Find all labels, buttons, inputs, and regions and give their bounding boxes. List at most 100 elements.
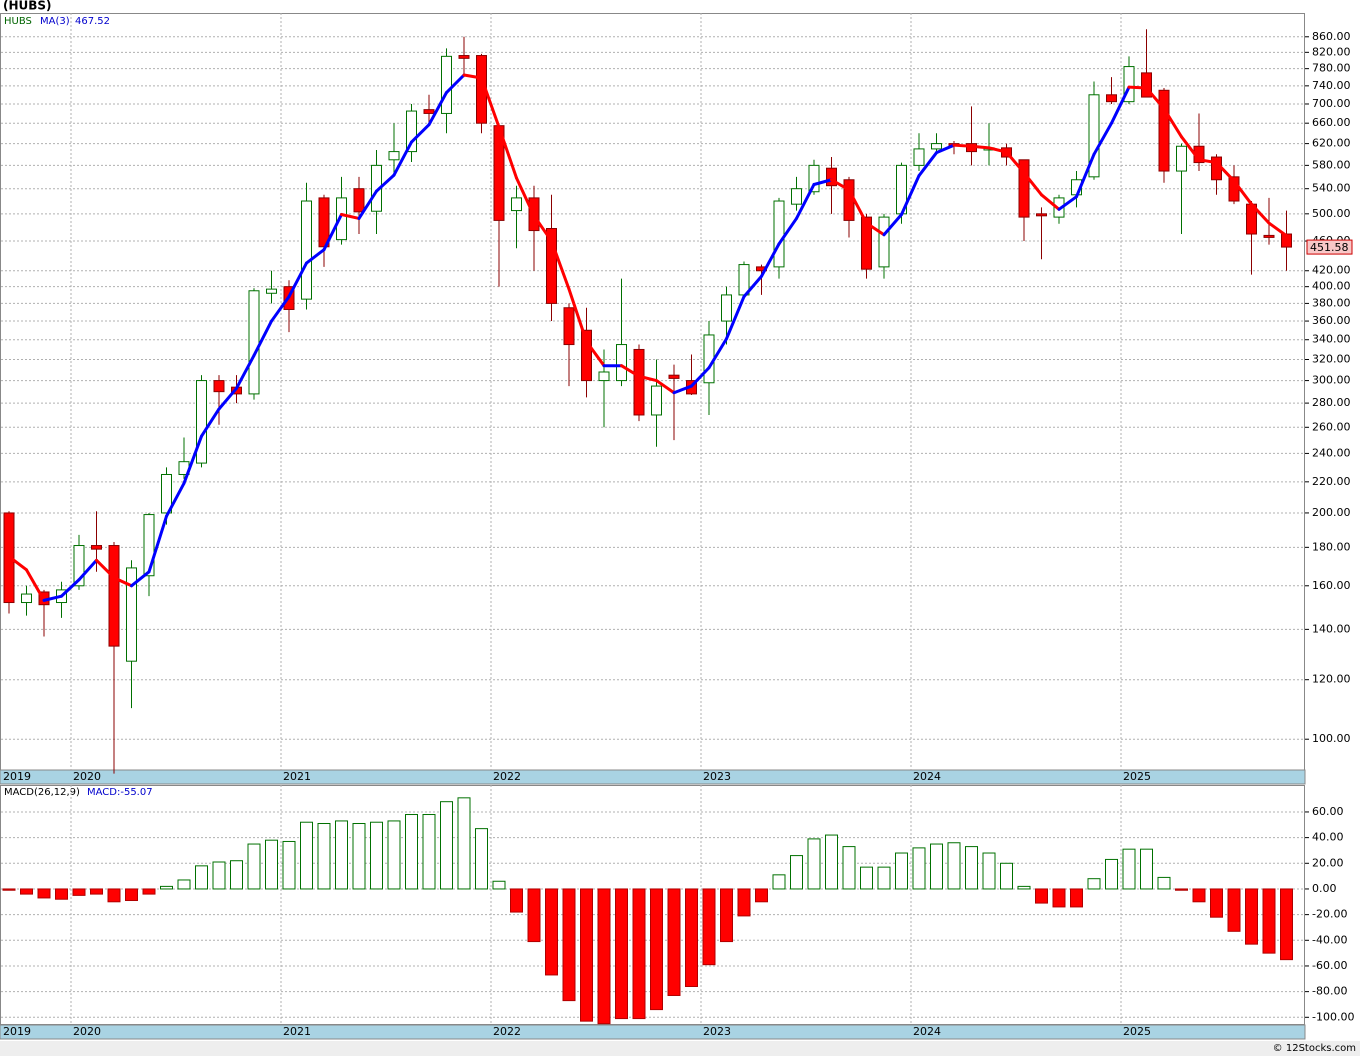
ma-segment (917, 151, 938, 178)
y-tick-label: 240.00 (1312, 446, 1351, 459)
candle-body (126, 567, 137, 662)
candle-body (266, 288, 277, 294)
y-tick-label: 380.00 (1312, 296, 1351, 309)
ma-segment (900, 174, 921, 216)
macd-bar (457, 797, 471, 890)
ma-segment (952, 143, 973, 148)
ma-segment (1197, 158, 1218, 165)
macd-bar (825, 834, 838, 890)
macd-bar (912, 847, 926, 890)
macd-bar (37, 888, 51, 899)
macd-bar (877, 866, 891, 890)
x-tick-label: 2021 (283, 1025, 311, 1038)
macd-bar (317, 823, 331, 890)
ma-segment (42, 594, 63, 602)
candle-body (633, 348, 645, 416)
ma-segment (1162, 107, 1183, 139)
x-tick-label: 2023 (703, 770, 731, 783)
macd-bar (1070, 888, 1083, 908)
macd-bar (930, 843, 943, 890)
macd-bar (807, 838, 821, 890)
symbol-title: (HUBS) (3, 0, 52, 13)
ma-segment (305, 248, 326, 265)
ma-segment (1075, 152, 1096, 199)
macd-bar (1017, 885, 1031, 890)
y-tick-label: -20.00 (1312, 908, 1347, 921)
ma-segment (795, 182, 816, 220)
y-tick-label: 200.00 (1312, 506, 1351, 519)
macd-bar (1157, 876, 1171, 890)
y-tick-label: -100.00 (1312, 1010, 1354, 1023)
macd-bar (615, 888, 628, 1020)
ma-segment (480, 76, 501, 129)
y-tick-label: 40.00 (1312, 831, 1344, 844)
ma-segment (847, 188, 868, 225)
macd-bar (790, 855, 803, 890)
candle-body (1106, 94, 1117, 103)
macd-bar (982, 852, 996, 890)
macd-bar (370, 821, 383, 890)
macd-bar (545, 888, 558, 976)
y-tick-label: 260.00 (1312, 420, 1351, 433)
macd-bar (265, 839, 278, 890)
macd-bar (90, 888, 103, 895)
ma-segment (830, 178, 851, 192)
ma-segment (427, 91, 448, 127)
macd-bar (632, 888, 646, 1020)
ma-segment (655, 379, 676, 395)
x-tick-label: 2025 (1123, 1025, 1151, 1038)
macd-bar (352, 823, 366, 890)
y-tick-label: 340.00 (1312, 333, 1351, 346)
ma-segment (585, 340, 606, 368)
ma-segment (1180, 135, 1201, 162)
y-tick-label: 500.00 (1312, 207, 1351, 220)
ma-segment (147, 514, 168, 574)
ma-segment (25, 568, 46, 602)
x-tick-label: 2021 (283, 770, 311, 783)
y-tick-label: -80.00 (1312, 985, 1347, 998)
candle-body (791, 188, 802, 205)
y-tick-label: 160.00 (1312, 579, 1351, 592)
ma-segment (725, 295, 746, 341)
y-tick-label: 780.00 (1312, 62, 1351, 75)
x-tick-label: 2024 (913, 770, 941, 783)
macd-bar (527, 888, 541, 943)
ma-segment (497, 125, 518, 180)
legend-ma-value: 467.52 (75, 16, 110, 27)
macd-bar (1052, 888, 1066, 908)
y-tick-label: 660.00 (1312, 116, 1351, 129)
y-tick-label: 100.00 (1312, 732, 1351, 745)
macd-bar (755, 888, 768, 903)
ma-segment (130, 570, 151, 588)
macd-bar (895, 852, 908, 890)
candle-body (196, 380, 207, 464)
ma-segment (112, 576, 133, 588)
macd-bar (440, 801, 453, 890)
macd-bar (1245, 888, 1258, 945)
y-tick-label: 540.00 (1312, 182, 1351, 195)
footer (0, 1041, 1360, 1056)
candle-body (213, 380, 225, 393)
macd-bar (1105, 858, 1118, 890)
y-tick-label: 400.00 (1312, 280, 1351, 293)
ma-segment (375, 173, 396, 193)
macd-bar (650, 888, 663, 1011)
ma-segment (340, 212, 361, 220)
ma-segment (742, 274, 763, 299)
macd-bar (1280, 888, 1293, 961)
ma-segment (270, 295, 291, 323)
y-tick-label: -60.00 (1312, 959, 1347, 972)
x-tick-label: 2019 (3, 1025, 31, 1038)
macd-bar (580, 888, 593, 1022)
y-tick-label: 180.00 (1312, 540, 1351, 553)
ma-segment (532, 214, 553, 243)
ma-segment (1040, 193, 1061, 211)
candle-body (581, 329, 592, 382)
date-strip (0, 1024, 1306, 1040)
x-tick-label: 2022 (493, 770, 521, 783)
candle-body (563, 307, 575, 346)
x-tick-label: 2020 (73, 1025, 101, 1038)
candle-body (668, 374, 680, 379)
ma-segment (620, 364, 641, 378)
candle-body (1158, 89, 1170, 172)
